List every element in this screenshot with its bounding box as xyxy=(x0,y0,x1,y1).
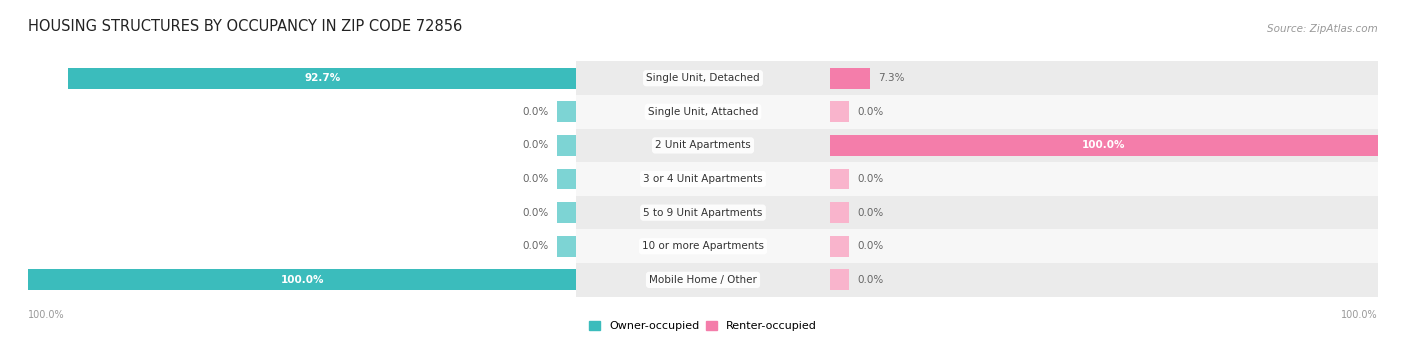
Bar xyxy=(830,236,849,257)
Legend: Owner-occupied, Renter-occupied: Owner-occupied, Renter-occupied xyxy=(589,321,817,331)
Text: 100.0%: 100.0% xyxy=(1083,140,1125,150)
Text: 0.0%: 0.0% xyxy=(858,241,884,251)
Text: 3 or 4 Unit Apartments: 3 or 4 Unit Apartments xyxy=(643,174,763,184)
Bar xyxy=(576,229,1125,263)
Text: Single Unit, Detached: Single Unit, Detached xyxy=(647,73,759,83)
Text: 10 or more Apartments: 10 or more Apartments xyxy=(643,241,763,251)
Bar xyxy=(830,162,1378,196)
Text: 0.0%: 0.0% xyxy=(522,174,548,184)
Text: 0.0%: 0.0% xyxy=(522,107,548,117)
Bar xyxy=(28,269,576,290)
Bar xyxy=(67,68,576,89)
Bar xyxy=(576,196,830,229)
Bar xyxy=(576,263,830,297)
Bar xyxy=(576,229,830,263)
Text: 0.0%: 0.0% xyxy=(522,140,548,150)
Bar xyxy=(576,95,830,129)
Text: Mobile Home / Other: Mobile Home / Other xyxy=(650,275,756,285)
Text: 5 to 9 Unit Apartments: 5 to 9 Unit Apartments xyxy=(644,208,762,218)
Bar xyxy=(830,61,1378,95)
Bar xyxy=(576,162,830,196)
Text: 100.0%: 100.0% xyxy=(281,275,323,285)
Bar xyxy=(830,196,1378,229)
Bar xyxy=(576,162,1125,196)
Bar xyxy=(576,263,1125,297)
Bar xyxy=(557,135,576,156)
Text: HOUSING STRUCTURES BY OCCUPANCY IN ZIP CODE 72856: HOUSING STRUCTURES BY OCCUPANCY IN ZIP C… xyxy=(28,19,463,34)
Text: Single Unit, Attached: Single Unit, Attached xyxy=(648,107,758,117)
Bar xyxy=(830,263,1378,297)
Text: 2 Unit Apartments: 2 Unit Apartments xyxy=(655,140,751,150)
Bar xyxy=(576,129,830,162)
Bar xyxy=(576,95,1125,129)
Text: 0.0%: 0.0% xyxy=(858,275,884,285)
Bar xyxy=(830,202,849,223)
Text: 0.0%: 0.0% xyxy=(858,174,884,184)
Text: 0.0%: 0.0% xyxy=(522,241,548,251)
Text: 7.3%: 7.3% xyxy=(879,73,904,83)
Bar xyxy=(576,129,1125,162)
Bar xyxy=(557,236,576,257)
Bar xyxy=(830,68,869,89)
Text: 100.0%: 100.0% xyxy=(28,310,65,320)
Text: 100.0%: 100.0% xyxy=(1341,310,1378,320)
Bar xyxy=(830,135,1378,156)
Text: 0.0%: 0.0% xyxy=(522,208,548,218)
Bar xyxy=(557,202,576,223)
Bar xyxy=(830,229,1378,263)
Bar xyxy=(830,101,849,122)
Bar xyxy=(830,269,849,290)
Bar xyxy=(576,61,1125,95)
Bar xyxy=(557,101,576,122)
Text: Source: ZipAtlas.com: Source: ZipAtlas.com xyxy=(1267,24,1378,34)
Bar xyxy=(830,168,849,190)
Text: 0.0%: 0.0% xyxy=(858,208,884,218)
Bar xyxy=(830,95,1378,129)
Text: 0.0%: 0.0% xyxy=(858,107,884,117)
Bar xyxy=(830,129,1378,162)
Bar xyxy=(576,196,1125,229)
Text: 92.7%: 92.7% xyxy=(304,73,340,83)
Bar xyxy=(576,61,830,95)
Bar xyxy=(557,168,576,190)
